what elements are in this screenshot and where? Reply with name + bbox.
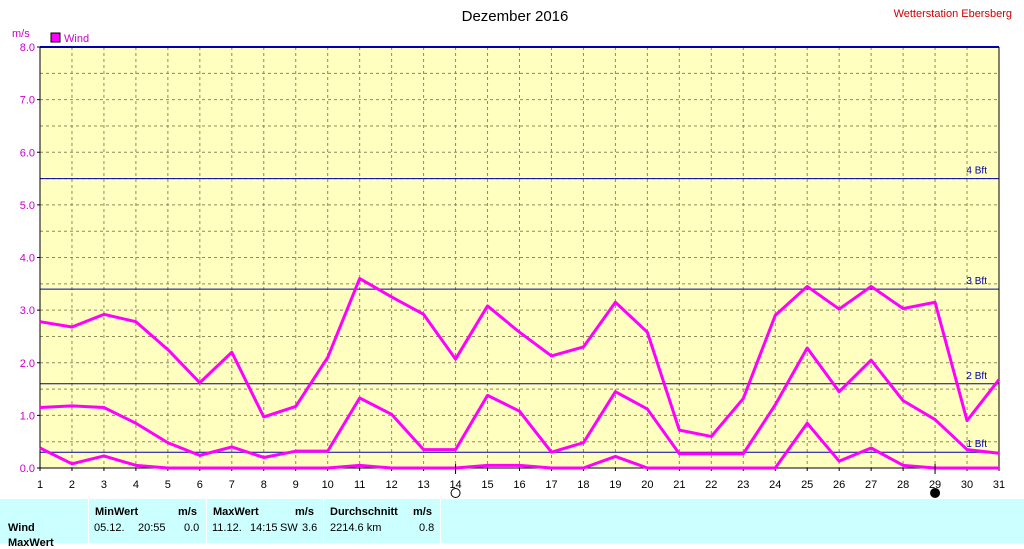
x-tick-label: 1 (37, 479, 43, 491)
min-time: 20:55 (138, 522, 166, 534)
x-tick-label: 16 (513, 479, 525, 491)
max-header: MaxWert (213, 506, 259, 518)
x-tick-label: 31 (993, 479, 1005, 491)
x-tick-label: 10 (322, 479, 334, 491)
min-unit: m/s (178, 506, 197, 518)
x-tick-label: 19 (609, 479, 621, 491)
max-direction: SW (280, 522, 298, 534)
wind-chart: 1 Bft 2 Bft 3 Bft 4 Bft 0.0 1.0 2.0 3.0 4.0 5.0 6.… (12, 8, 1012, 498)
x-tick-label: 22 (705, 479, 717, 491)
chart-title: Dezember 2016 (462, 8, 569, 25)
series-line-max (39, 277, 1001, 438)
avg-unit: m/s (413, 506, 432, 518)
x-tick-label: 26 (833, 479, 845, 491)
distance: 2214.6 km (330, 522, 382, 534)
x-tick-label: 23 (737, 479, 749, 491)
min-header: MinWert (95, 506, 139, 518)
min-value: 0.0 (184, 522, 200, 534)
x-tick-label: 7 (229, 479, 235, 491)
series-line-avg (39, 346, 1000, 459)
x-tick-label: 9 (293, 479, 299, 491)
full-moon-icon (450, 488, 461, 498)
legend-swatch (50, 32, 61, 43)
y-tick-label: 8.0 (20, 42, 35, 54)
y-tick-label: 2.0 (20, 358, 35, 370)
x-tick-label: 8 (261, 479, 267, 491)
max-value: 3.6 (302, 522, 318, 534)
beaufort-label: 1 Bft (966, 439, 987, 450)
y-tick-label: 1.0 (20, 410, 35, 422)
series-line-min (39, 421, 999, 470)
x-tick-label: 12 (386, 479, 398, 491)
x-tick-label: 15 (481, 479, 493, 491)
x-tick-label: 21 (673, 479, 685, 491)
x-tick-label: 14 (449, 479, 461, 491)
y-tick-label: 4.0 (20, 253, 35, 265)
x-tick-label: 24 (769, 479, 781, 491)
legend-label: Wind (64, 33, 89, 45)
stats-table: MinWert m/s MaxWert m/s Durchschnitt m/s… (0, 499, 1024, 549)
x-tick-label: 6 (197, 479, 203, 491)
y-tick-label: 5.0 (20, 200, 35, 212)
x-tick-label: 30 (961, 479, 973, 491)
avg-header: Durchschnitt (330, 506, 398, 518)
max-date: 11.12. (212, 522, 242, 534)
x-tick-label: 11 (354, 479, 365, 491)
max-time: 14:15 (250, 522, 278, 534)
x-tick-label: 4 (133, 479, 139, 491)
new-moon-icon (930, 488, 941, 498)
beaufort-label: 2 Bft (966, 371, 987, 382)
y-tick-label: 7.0 (20, 95, 35, 107)
y-tick-label: 3.0 (20, 305, 35, 317)
min-date: 05.12. (94, 522, 125, 534)
x-tick-label: 29 (929, 479, 941, 491)
y-tick-label: 6.0 (20, 147, 35, 159)
y-tick-label: 0.0 (20, 463, 35, 475)
x-tick-label: 25 (801, 479, 813, 491)
x-tick-label: 17 (545, 479, 557, 491)
y-axis-unit: m/s (12, 28, 30, 40)
max-unit: m/s (295, 506, 314, 518)
avg-value: 0.8 (419, 522, 435, 534)
x-tick-label: 2 (69, 479, 75, 491)
x-tick-label: 27 (865, 479, 877, 491)
x-tick-label: 20 (641, 479, 653, 491)
beaufort-label: 3 Bft (966, 276, 987, 287)
station-name: Wetterstation Ebersberg (894, 8, 1012, 20)
row-label-wind: Wind (8, 522, 35, 534)
x-tick-label: 5 (165, 479, 171, 491)
row-label-maxwert: MaxWert (8, 537, 54, 549)
x-tick-label: 18 (577, 479, 589, 491)
x-tick-label: 13 (417, 479, 429, 491)
x-tick-label: 3 (101, 479, 107, 491)
x-tick-label: 28 (897, 479, 909, 491)
beaufort-label: 4 Bft (966, 166, 987, 177)
